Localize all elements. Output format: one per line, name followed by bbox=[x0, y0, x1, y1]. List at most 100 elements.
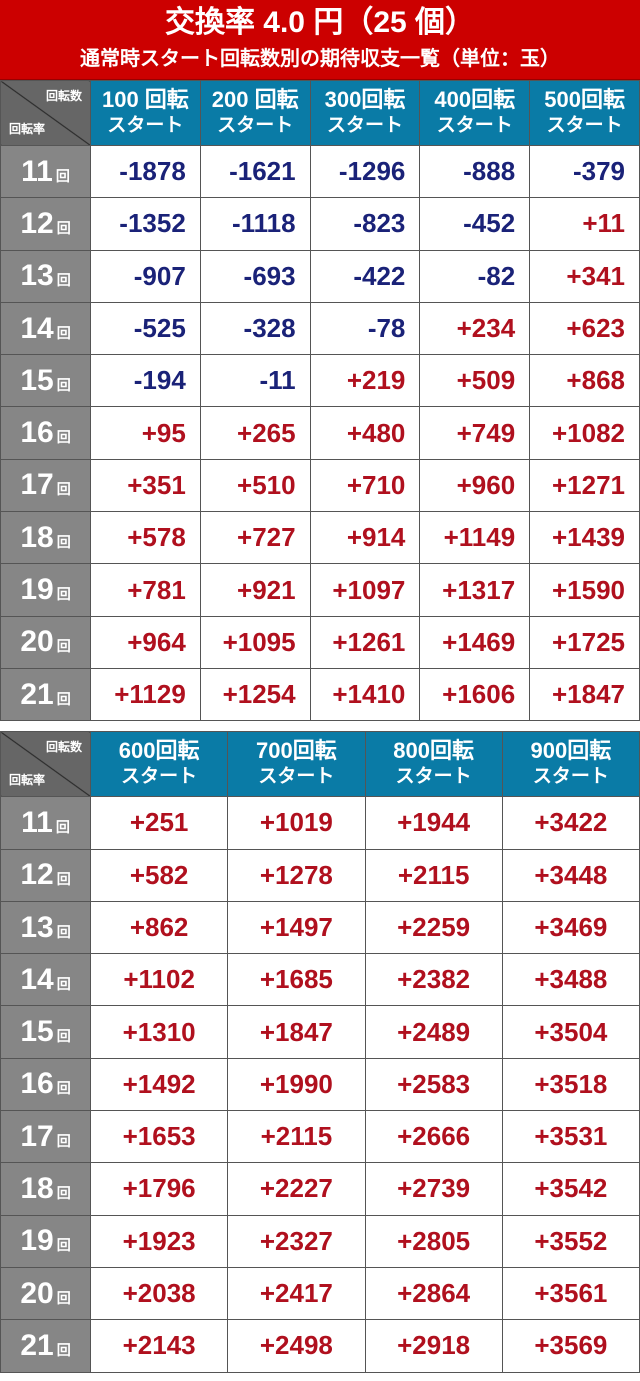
row-suffix: 回 bbox=[56, 481, 71, 498]
value-cell: -525 bbox=[90, 301, 201, 356]
table-row: 13 回 +862 +1497 +2259 +3469 bbox=[0, 900, 640, 955]
value-cell: +964 bbox=[90, 615, 201, 669]
table-row: 12 回 -1352 -1118 -823 -452 +11 bbox=[0, 197, 640, 251]
value-cell: +2038 bbox=[89, 1266, 229, 1321]
row-header: 15 回 bbox=[0, 1005, 91, 1059]
value-cell: +1097 bbox=[309, 563, 421, 617]
value-cell: -82 bbox=[419, 249, 531, 303]
corner-label-spins: 回転数 bbox=[45, 89, 82, 103]
value-cell: +1685 bbox=[227, 953, 366, 1007]
value-cell: +265 bbox=[199, 406, 311, 460]
value-cell: +1944 bbox=[364, 796, 503, 850]
row-header: 17 回 bbox=[0, 1110, 91, 1164]
row-suffix: 回 bbox=[56, 1237, 71, 1254]
row-suffix: 回 bbox=[56, 376, 71, 393]
row-suffix: 回 bbox=[56, 690, 71, 707]
value-cell: -1118 bbox=[199, 197, 311, 251]
row-rate: 19 bbox=[20, 1224, 54, 1258]
value-cell: +341 bbox=[529, 249, 640, 303]
value-cell: +1990 bbox=[227, 1057, 366, 1112]
row-rate: 16 bbox=[20, 1067, 54, 1101]
row-rate: 15 bbox=[20, 1015, 54, 1049]
value-cell: +1439 bbox=[529, 511, 640, 565]
column-header-bottom: スタート bbox=[546, 115, 623, 136]
value-cell: +2864 bbox=[364, 1266, 503, 1321]
table-row: 20 回 +2038 +2417 +2864 +3561 bbox=[0, 1266, 640, 1321]
row-suffix: 回 bbox=[56, 429, 71, 446]
row-rate: 17 bbox=[20, 468, 54, 502]
row-rate: 12 bbox=[20, 206, 54, 240]
row-suffix: 回 bbox=[56, 638, 71, 655]
row-header: 19 回 bbox=[0, 563, 91, 617]
header-row: 回転数 回転率 100 回転 スタート 200 回転 スタート 300回転 スタート 400回転… bbox=[0, 80, 640, 146]
row-rate: 21 bbox=[20, 1328, 54, 1362]
value-cell: +219 bbox=[309, 354, 421, 408]
value-cell: +1497 bbox=[227, 900, 366, 955]
row-header: 12 回 bbox=[0, 197, 91, 251]
value-cell: +2498 bbox=[227, 1319, 366, 1373]
value-cell: +1261 bbox=[309, 615, 421, 669]
row-rate: 16 bbox=[20, 416, 54, 450]
row-rate: 18 bbox=[20, 1171, 54, 1205]
column-header: 400回転 スタート bbox=[419, 80, 531, 146]
column-header: 200 回転スタート bbox=[199, 80, 311, 146]
expected-value-table-1: 回転数 回転率 100 回転 スタート 200 回転 スタート 300回転 スタート 400回転… bbox=[0, 80, 640, 722]
column-header-bottom: スタート bbox=[395, 766, 472, 788]
value-cell: +1129 bbox=[90, 667, 201, 722]
value-cell: +727 bbox=[199, 511, 311, 565]
row-header: 13 回 bbox=[0, 900, 91, 955]
row-suffix: 回 bbox=[56, 1132, 71, 1149]
row-rate: 13 bbox=[20, 910, 54, 944]
row-rate: 13 bbox=[20, 259, 54, 293]
value-cell: +2417 bbox=[227, 1266, 366, 1321]
row-header: 21 回 bbox=[0, 667, 91, 722]
value-cell: +251 bbox=[89, 796, 229, 850]
row-suffix: 回 bbox=[56, 1184, 71, 1201]
value-cell: +1796 bbox=[89, 1162, 229, 1216]
value-cell: +95 bbox=[90, 406, 201, 460]
value-cell: +2489 bbox=[364, 1005, 503, 1059]
table-row: 11 回 -1878 -1621 -1296 -888 -379 bbox=[0, 144, 640, 199]
column-header-bottom: スタート bbox=[436, 115, 513, 136]
value-cell: +3448 bbox=[501, 848, 640, 902]
row-header: 19 回 bbox=[0, 1214, 91, 1268]
value-cell: +1606 bbox=[419, 667, 531, 722]
value-cell: +1923 bbox=[89, 1214, 229, 1268]
value-cell: +1847 bbox=[529, 667, 640, 722]
value-cell: +3552 bbox=[501, 1214, 640, 1268]
table-row: 17 回 +1653 +2115 +2666 +3531 bbox=[0, 1110, 640, 1164]
value-cell: +2805 bbox=[364, 1214, 503, 1268]
value-cell: +3542 bbox=[501, 1162, 640, 1216]
value-cell: +1102 bbox=[89, 953, 229, 1007]
row-rate: 17 bbox=[20, 1119, 54, 1153]
value-cell: -1878 bbox=[90, 144, 201, 199]
value-cell: +1271 bbox=[529, 458, 640, 513]
value-cell: +2666 bbox=[364, 1110, 503, 1164]
column-header-top: 200 回転 bbox=[211, 87, 299, 112]
value-cell: -328 bbox=[199, 301, 311, 356]
row-header: 11 回 bbox=[0, 144, 91, 199]
column-header-top: 700回転 bbox=[256, 738, 337, 764]
column-header-bottom: スタート bbox=[121, 766, 198, 788]
column-header-bottom: スタート bbox=[217, 115, 294, 136]
corner-label-rate: 回転率 bbox=[9, 773, 46, 788]
value-cell: +509 bbox=[419, 354, 531, 408]
table-row: 16 回 +1492 +1990 +2583 +3518 bbox=[0, 1057, 640, 1112]
column-header-top: 900回転 bbox=[530, 738, 612, 764]
page-title-banner: 交換率 4.0 円（25 個） 通常時スタート回転数別の期待収支一覧（単位：玉） bbox=[0, 0, 640, 80]
value-cell: +1492 bbox=[89, 1057, 229, 1112]
value-cell: -379 bbox=[529, 144, 640, 199]
value-cell: -823 bbox=[309, 197, 421, 251]
value-cell: -1352 bbox=[90, 197, 201, 251]
page-title: 交換率 4.0 円（25 個） bbox=[164, 6, 476, 39]
row-suffix: 回 bbox=[56, 1028, 71, 1045]
table-row: 14 回 +1102 +1685 +2382 +3488 bbox=[0, 953, 640, 1007]
value-cell: +2327 bbox=[227, 1214, 366, 1268]
value-cell: +1278 bbox=[227, 848, 366, 902]
value-cell: -422 bbox=[309, 249, 421, 303]
value-cell: +1317 bbox=[419, 563, 531, 617]
column-header-bottom: スタート bbox=[532, 766, 609, 788]
row-header: 21 回 bbox=[0, 1319, 91, 1373]
table-row: 18 回 +1796 +2227 +2739 +3542 bbox=[0, 1162, 640, 1216]
row-suffix: 回 bbox=[56, 533, 71, 550]
